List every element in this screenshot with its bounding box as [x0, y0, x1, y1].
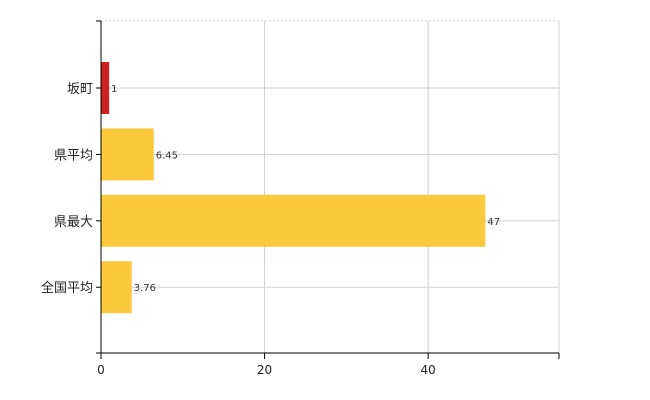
category-label-3: 全国平均	[41, 280, 93, 296]
data-label-0: 1	[111, 84, 117, 95]
bar-3	[101, 261, 132, 314]
grid-lines	[101, 20, 560, 353]
category-label-1: 県平均	[54, 148, 93, 163]
bar-0	[101, 62, 110, 114]
x-tick-label-2: 40	[421, 363, 436, 377]
category-label-0: 坂町	[67, 82, 93, 97]
data-label-3: 3.76	[134, 283, 156, 294]
x-tick-label-1: 20	[257, 363, 272, 377]
axes	[96, 20, 560, 359]
bar-1	[101, 128, 154, 181]
x-tick-label-0: 0	[97, 363, 105, 377]
bars	[101, 62, 486, 314]
data-label-1: 6.45	[156, 150, 178, 161]
bar-2	[101, 194, 486, 247]
data-label-2: 47	[487, 217, 500, 228]
category-label-2: 県最大	[54, 215, 93, 230]
